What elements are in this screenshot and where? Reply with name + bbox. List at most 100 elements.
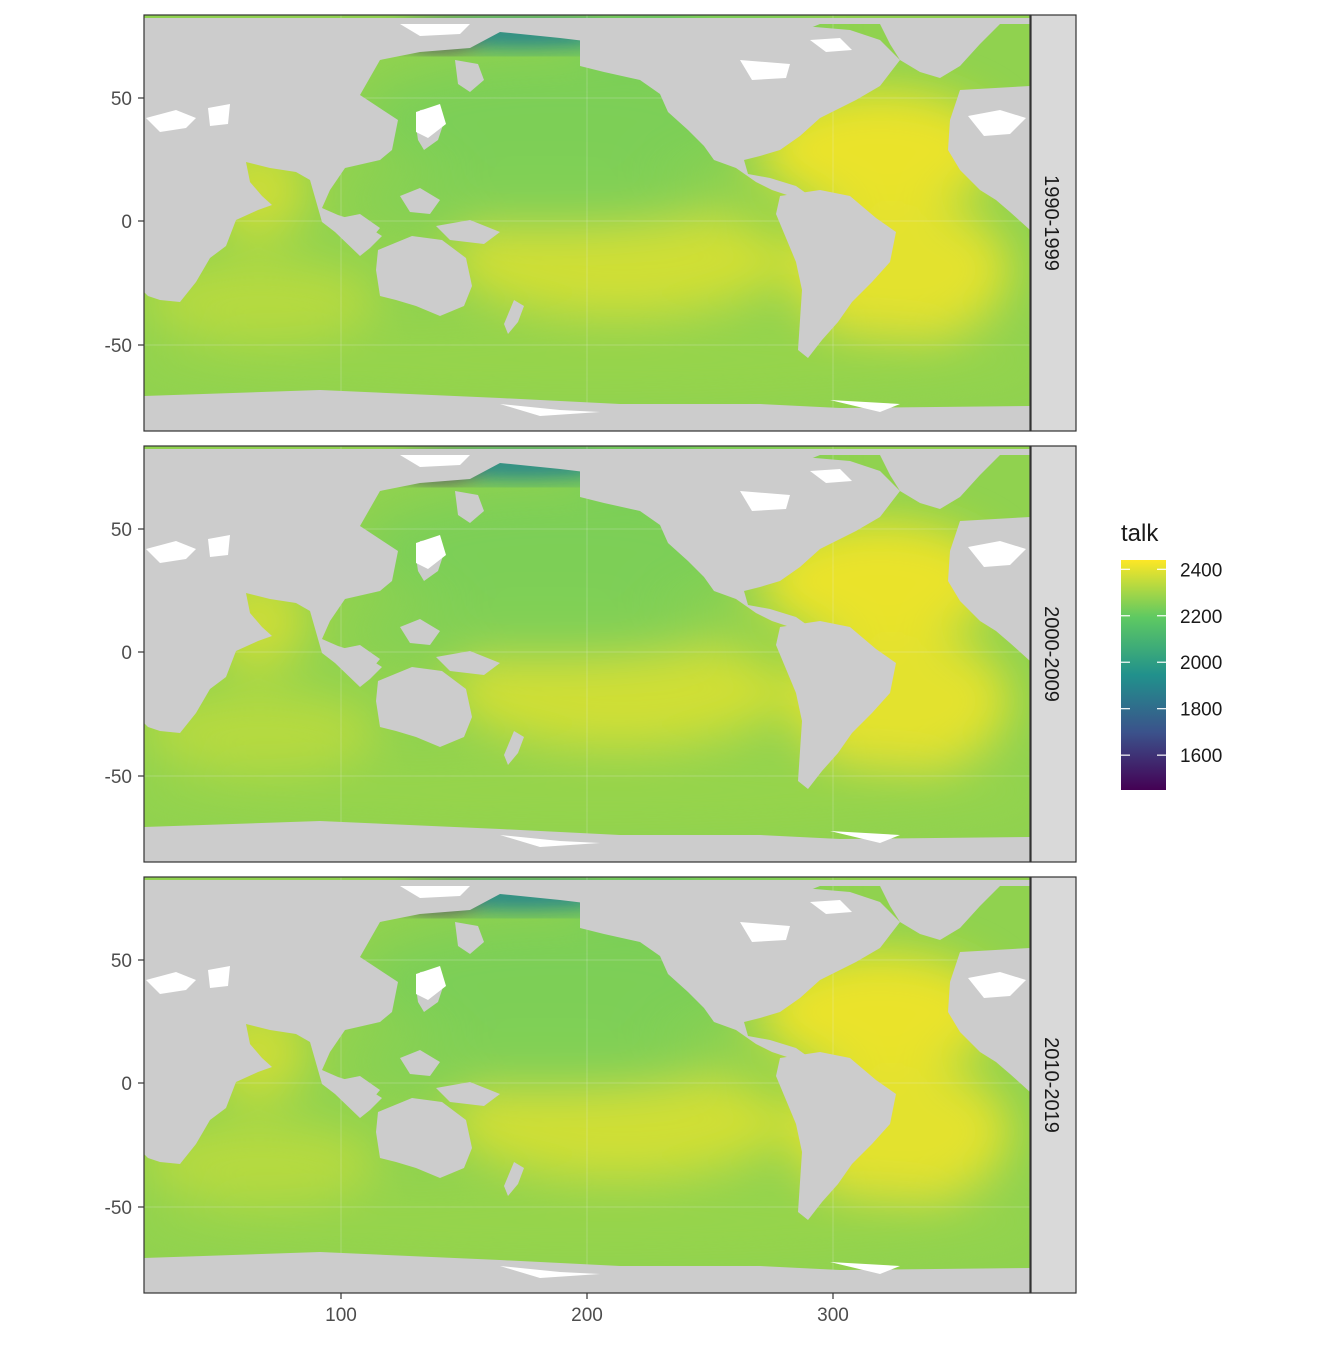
value-region <box>450 1067 790 1177</box>
no-data-shape <box>968 110 1026 136</box>
no-data-shape <box>146 541 196 563</box>
value-region <box>350 601 730 661</box>
y-tick-label: 50 <box>111 520 132 541</box>
legend-colorbar <box>1121 560 1166 790</box>
y-axis-panel-1: 50 0 -50 <box>105 89 144 357</box>
no-data-shape <box>400 886 470 898</box>
no-data-shape <box>500 1266 600 1278</box>
no-data-shape <box>968 541 1026 567</box>
y-tick-label: 0 <box>121 212 132 233</box>
land-shape <box>436 1082 500 1106</box>
land-shape <box>776 1052 896 1220</box>
facet-panel: 2010-2019 <box>143 876 1077 1294</box>
land-shape <box>880 886 1000 940</box>
legend-tick-label: 2000 <box>1180 653 1222 674</box>
legend-tick-label: 2400 <box>1180 560 1222 581</box>
facet-panel: 1990-1999 <box>143 14 1077 432</box>
land-shape <box>376 236 472 316</box>
land-shape <box>455 922 484 954</box>
panel-border <box>143 14 1031 432</box>
land-shape <box>580 24 900 196</box>
value-region <box>144 260 380 340</box>
land-shape <box>330 1076 380 1102</box>
legend-tick-label: 2200 <box>1180 607 1222 628</box>
land-shape <box>144 581 240 643</box>
no-data-shape <box>400 455 470 467</box>
value-region <box>450 636 790 746</box>
land-shape <box>880 455 1000 509</box>
land-shape <box>455 60 484 92</box>
no-data-shape <box>968 972 1026 998</box>
y-tick-label: -50 <box>105 1198 132 1219</box>
y-tick-label: -50 <box>105 336 132 357</box>
no-data-shape <box>146 972 196 994</box>
land-shape <box>400 1050 440 1076</box>
value-region <box>760 90 1000 210</box>
panel-map-layer <box>144 15 1030 431</box>
x-tick-label: 300 <box>817 1305 849 1326</box>
land-shape <box>144 1012 240 1074</box>
land-shape <box>400 619 440 645</box>
legend-tick-label: 1600 <box>1180 746 1222 767</box>
no-data-mask <box>146 455 1026 847</box>
facet-strip <box>1030 445 1077 863</box>
value-region <box>760 952 1000 1072</box>
land-shape <box>455 491 484 523</box>
land-shape <box>880 24 1000 78</box>
no-data-shape <box>208 966 230 988</box>
legend-title: talk <box>1121 520 1159 547</box>
land-shape <box>504 300 524 334</box>
land-shape <box>504 731 524 765</box>
facet-strip-label: 2010-2019 <box>1040 1037 1062 1133</box>
no-data-shape <box>740 60 790 80</box>
no-data-mask <box>146 24 1026 416</box>
x-axis: 100 200 300 <box>325 1293 849 1326</box>
land-mask <box>144 18 1030 431</box>
legend: talk 2400 2200 2000 1800 1600 <box>1121 520 1222 790</box>
no-data-shape <box>740 491 790 511</box>
value-region <box>350 1032 730 1092</box>
land-shape <box>376 1098 472 1178</box>
facet-strip-label: 2000-2009 <box>1040 606 1062 702</box>
value-region <box>760 521 1000 641</box>
value-region <box>144 1122 380 1202</box>
land-mask <box>144 449 1030 862</box>
land-shape <box>436 220 500 244</box>
value-region <box>144 691 380 771</box>
no-data-shape <box>740 922 790 942</box>
no-data-shape <box>208 104 230 126</box>
land-shape <box>376 667 472 747</box>
panel-map-layer <box>144 446 1030 862</box>
land-shape <box>580 455 900 627</box>
land-shape <box>144 390 1030 431</box>
no-data-shape <box>500 404 600 416</box>
land-mask <box>144 880 1030 1293</box>
x-tick-label: 100 <box>325 1305 357 1326</box>
land-shape <box>776 190 896 358</box>
no-data-shape <box>830 400 900 412</box>
y-tick-label: 0 <box>121 1074 132 1095</box>
value-region <box>450 205 790 315</box>
no-data-shape <box>810 900 852 914</box>
no-data-shape <box>208 535 230 557</box>
land-shape <box>144 150 240 212</box>
land-shape <box>330 645 380 671</box>
facet-strip <box>1030 14 1077 432</box>
facet-strip-label: 1990-1999 <box>1040 175 1062 271</box>
y-axis-panel-3: 50 0 -50 <box>105 951 144 1219</box>
land-shape <box>400 188 440 214</box>
panel-border <box>143 445 1031 863</box>
y-tick-label: 50 <box>111 951 132 972</box>
no-data-shape <box>830 1262 900 1274</box>
panel-map-layer <box>144 877 1030 1293</box>
y-tick-label: -50 <box>105 767 132 788</box>
land-shape <box>144 821 1030 862</box>
x-tick-label: 200 <box>571 1305 603 1326</box>
y-tick-label: 50 <box>111 89 132 110</box>
no-data-shape <box>830 831 900 843</box>
land-shape <box>330 214 380 240</box>
land-shape <box>504 1162 524 1196</box>
no-data-shape <box>810 38 852 52</box>
